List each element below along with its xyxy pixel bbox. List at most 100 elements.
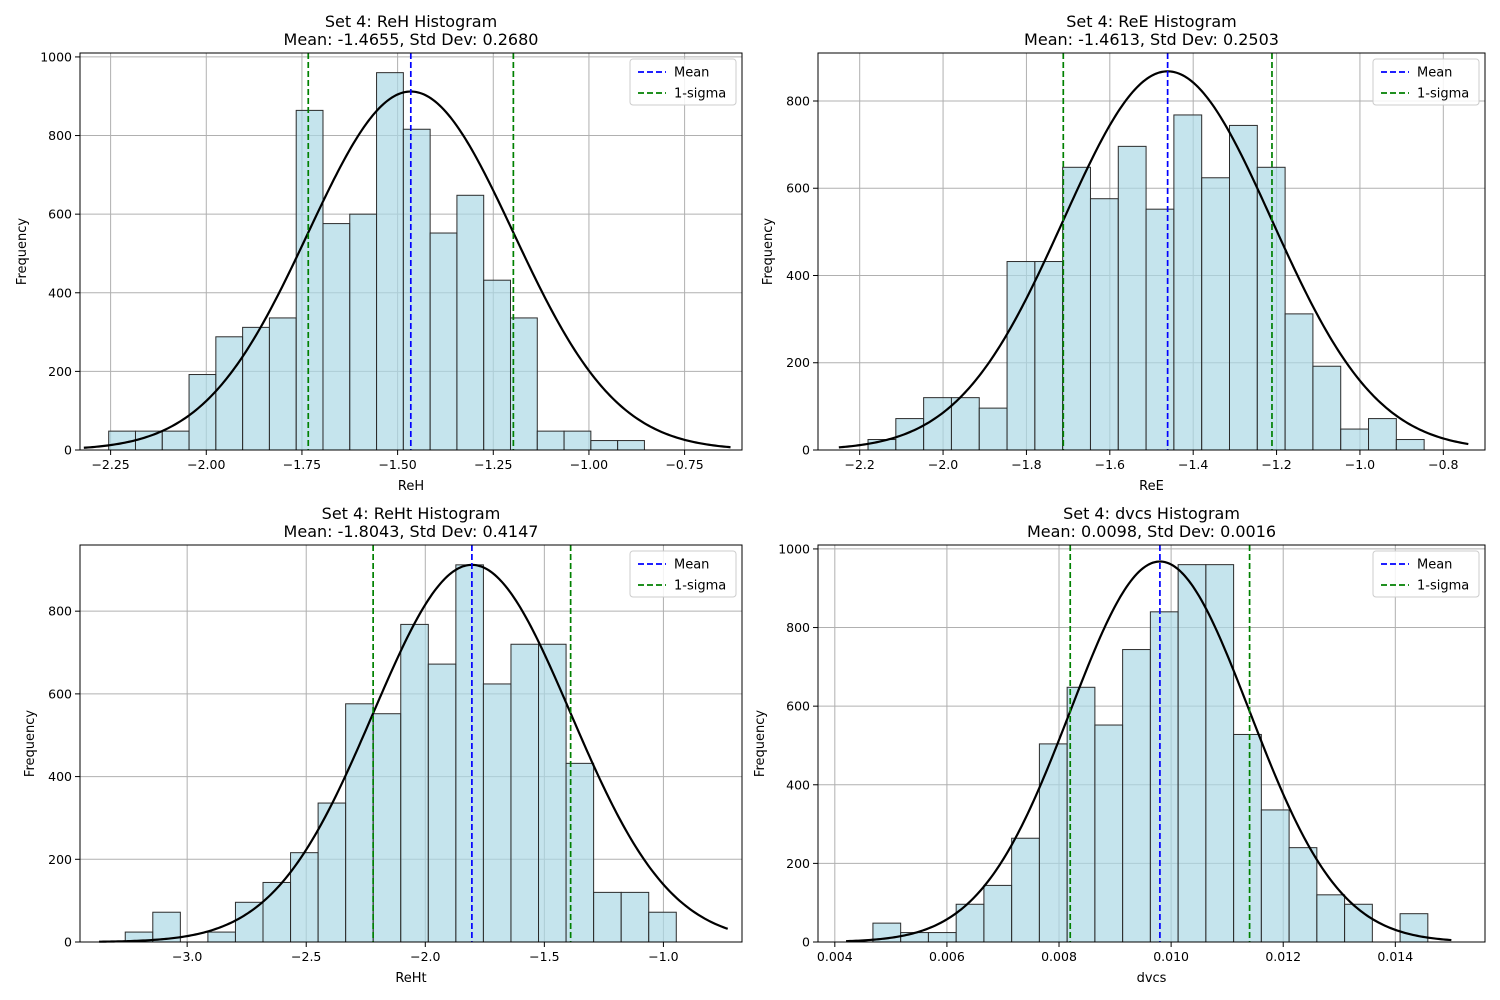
y-tick-label: 200 — [48, 364, 72, 379]
chart-subtitle: Mean: -1.4613, Std Dev: 0.2503 — [1024, 30, 1279, 49]
y-axis-label: Frequency — [15, 218, 30, 285]
legend: Mean 1-sigma — [629, 550, 737, 598]
histogram-bar — [1011, 837, 1040, 943]
legend: Mean 1-sigma — [629, 58, 737, 106]
y-tick-label: 200 — [786, 355, 810, 370]
histogram-bar — [1034, 261, 1064, 451]
histogram-bar — [978, 407, 1008, 451]
histogram-bar — [983, 884, 1013, 943]
histogram-bar — [1228, 124, 1258, 451]
y-tick-label: 400 — [48, 285, 72, 300]
x-tick-label: 0.008 — [1041, 949, 1077, 964]
histogram-bar — [376, 72, 404, 451]
x-tick-label: −2.0 — [410, 949, 440, 964]
histogram-bar — [455, 564, 484, 943]
legend-sigma-label: 1-sigma — [1417, 87, 1469, 102]
x-tick-label: −3.0 — [172, 949, 202, 964]
y-tick-label: 0 — [802, 443, 810, 458]
histogram-bars — [124, 564, 677, 943]
histogram-bars — [867, 114, 1425, 451]
chart-subtitle: Mean: -1.4655, Std Dev: 0.2680 — [284, 30, 539, 49]
histogram-bar — [402, 128, 431, 451]
y-tick-label: 200 — [48, 852, 72, 867]
chart-title: Set 4: ReE Histogram — [1066, 12, 1236, 31]
x-tick-label: −2.00 — [187, 457, 225, 472]
histogram-bar — [510, 643, 540, 943]
histogram-bar — [923, 397, 952, 451]
axes-frame — [817, 544, 1486, 943]
normal-fit-curve — [845, 560, 1452, 943]
histogram-bar — [400, 623, 429, 943]
y-tick-label: 1000 — [778, 541, 810, 556]
y-tick-label: 1000 — [40, 49, 72, 64]
histogram-bar — [593, 891, 622, 943]
x-tick-label: −0.75 — [665, 457, 703, 472]
x-tick-label: −1.50 — [378, 457, 416, 472]
x-tick-label: −2.0 — [928, 457, 958, 472]
histogram-bar — [1038, 743, 1068, 943]
x-tick-label: −2.2 — [845, 457, 875, 472]
y-tick-label: 800 — [786, 93, 810, 108]
legend-mean-label: Mean — [1417, 558, 1452, 573]
legend-mean-label: Mean — [674, 66, 709, 81]
histogram-bar — [590, 440, 619, 451]
y-tick-label: 800 — [786, 620, 810, 635]
y-tick-label: 200 — [786, 856, 810, 871]
histogram-bar — [456, 194, 485, 451]
y-axis-label: Frequency — [753, 710, 768, 777]
y-tick-label: 600 — [48, 207, 72, 222]
x-tick-label: −1.00 — [570, 457, 608, 472]
x-tick-label: −1.75 — [283, 457, 321, 472]
x-tick-label: −0.8 — [1428, 457, 1458, 472]
histogram-bar — [1288, 847, 1318, 943]
x-axis-label: dvcs — [1137, 971, 1167, 986]
histogram-bar — [1233, 733, 1262, 943]
histogram-bar — [620, 891, 650, 943]
histogram-bar — [1201, 177, 1230, 451]
histogram-bar — [268, 317, 297, 451]
y-tick-label: 400 — [48, 769, 72, 784]
histogram-bar — [1066, 686, 1096, 943]
x-axis-label: ReH — [398, 479, 424, 494]
histogram-bar — [1260, 809, 1290, 943]
histogram-bar — [215, 336, 244, 451]
x-tick-label: −1.25 — [474, 457, 512, 472]
x-tick-label: −1.2 — [1261, 457, 1291, 472]
y-tick-label: 800 — [48, 128, 72, 143]
histogram-bar — [349, 213, 378, 451]
histogram-bar — [1062, 166, 1091, 451]
legend-sigma-label: 1-sigma — [674, 579, 726, 594]
x-tick-label: −2.5 — [291, 949, 321, 964]
x-axis-label: ReE — [1139, 479, 1164, 494]
histogram-bar — [482, 683, 512, 943]
histogram-bar — [1368, 418, 1397, 451]
chart-title: Set 4: dvcs Histogram — [1063, 504, 1240, 523]
chart-subtitle: Mean: 0.0098, Std Dev: 0.0016 — [1027, 522, 1276, 541]
y-tick-label: 600 — [786, 181, 810, 196]
histogram-bar — [1145, 208, 1175, 451]
x-tick-label: −1.8 — [1011, 457, 1041, 472]
histogram-bar — [134, 430, 163, 451]
histogram-bar — [563, 430, 592, 451]
histogram-bar — [927, 932, 957, 943]
histogram-bar — [955, 903, 985, 943]
legend-sigma-label: 1-sigma — [674, 87, 726, 102]
x-tick-label: −2.25 — [91, 457, 129, 472]
chart-title: Set 4: ReHt Histogram — [322, 504, 501, 523]
histogram-bar — [648, 911, 677, 943]
legend: Mean 1-sigma — [1372, 550, 1480, 598]
histogram-bar — [1122, 649, 1151, 943]
y-tick-label: 0 — [64, 935, 72, 950]
histogram-bars — [108, 72, 645, 451]
histogram-bar — [538, 643, 567, 943]
histogram-bar — [234, 901, 264, 943]
histogram-bar — [509, 317, 538, 451]
histogram-bar — [1117, 145, 1147, 451]
y-axis-label: Frequency — [761, 218, 776, 285]
x-tick-label: −1.0 — [1345, 457, 1375, 472]
histogram-bar — [242, 326, 270, 451]
